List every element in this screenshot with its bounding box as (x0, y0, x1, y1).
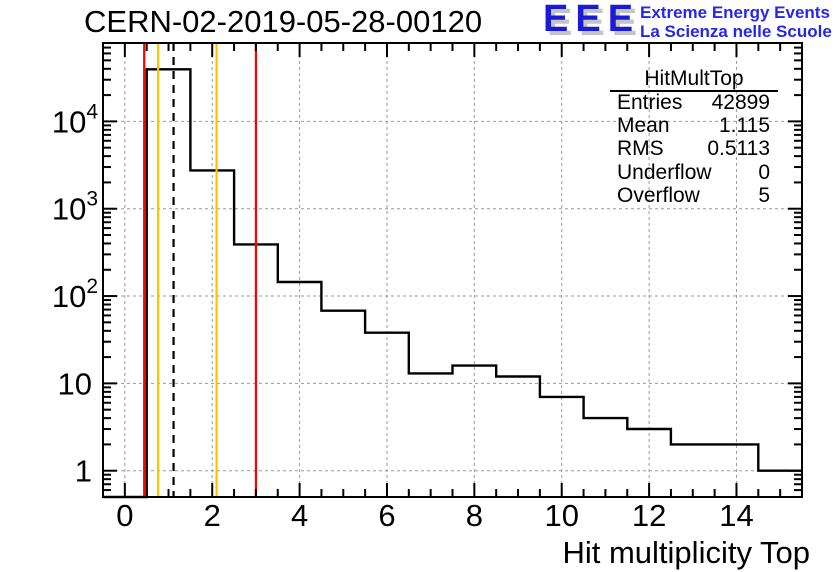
stats-row-underflow: Underflow 0 (617, 161, 770, 184)
stats-box-divider (610, 90, 778, 92)
y-tick-label: 102 (52, 275, 98, 314)
y-tick-label: 103 (52, 188, 98, 227)
x-axis-title: Hit multiplicity Top (562, 535, 810, 570)
plot-title: CERN-02-2019-05-28-00120 (84, 4, 483, 39)
stats-label: Entries (617, 90, 683, 114)
x-tick-label: 2 (204, 498, 221, 533)
y-axis-labels: 1 10 102 103 104 (52, 100, 98, 488)
eee-logo-tagline-1: Extreme Energy Events (640, 3, 830, 22)
stats-label: Mean (617, 114, 670, 138)
y-tick-label: 104 (52, 100, 98, 139)
grid-lines (103, 43, 802, 497)
stats-value: 0 (758, 160, 770, 184)
plot-frame (102, 42, 803, 498)
x-tick-label: 0 (116, 498, 133, 533)
stats-label: Underflow (617, 160, 712, 184)
x-tick-label: 4 (291, 498, 308, 533)
stats-row-entries: Entries 42899 (617, 91, 770, 114)
stats-value: 0.5113 (707, 137, 770, 161)
x-tick-label: 14 (719, 498, 753, 533)
stats-row-rms: RMS 0.5113 (617, 137, 770, 161)
eee-logo: EEE (543, 0, 641, 40)
axis-ticks (103, 43, 802, 497)
x-tick-label: 6 (378, 498, 395, 533)
stats-value: 42899 (711, 90, 770, 114)
stats-label: Overflow (617, 184, 700, 208)
x-tick-label: 10 (544, 498, 578, 533)
x-tick-label: 12 (632, 498, 666, 533)
stats-value: 5 (758, 184, 770, 208)
stats-box-title: HitMultTop (644, 67, 744, 90)
x-tick-label: 8 (466, 498, 483, 533)
y-tick-label: 1 (75, 454, 92, 489)
x-axis-labels: 0 2 4 6 8 10 12 14 (116, 498, 753, 533)
stats-value: 1.115 (719, 114, 770, 138)
histogram-line (103, 68, 802, 499)
stats-row-mean: Mean 1.115 (617, 114, 770, 137)
eee-logo-tagline-2: La Scienza nelle Scuole (640, 22, 832, 41)
y-tick-label: 10 (58, 366, 92, 401)
marker-lines (143, 43, 258, 497)
stats-label: RMS (617, 137, 664, 161)
stats-row-overflow: Overflow 5 (617, 184, 770, 208)
stats-box: Entries 42899 Mean 1.115 RMS 0.5113 Unde… (617, 91, 770, 208)
